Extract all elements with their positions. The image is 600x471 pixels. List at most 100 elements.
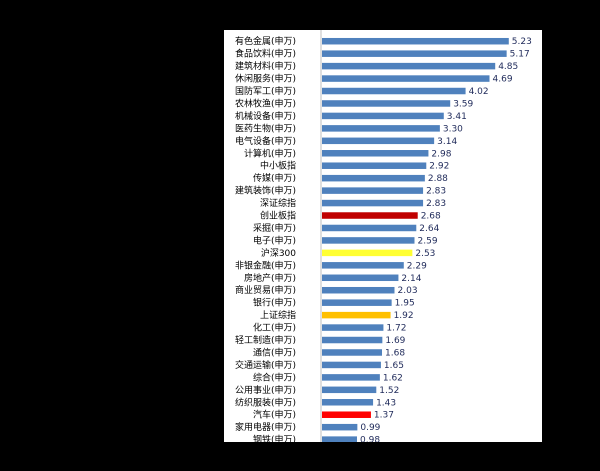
bar (322, 75, 490, 82)
bar (322, 125, 440, 132)
value-label: 1.72 (386, 324, 406, 334)
value-label: 2.88 (428, 174, 448, 184)
bar (322, 112, 444, 120)
category-label: 沪深300 (261, 247, 296, 259)
category-label: 建筑装饰(申万) (235, 185, 296, 197)
value-label: 2.53 (415, 249, 435, 259)
category-label: 机械设备(申万) (235, 110, 296, 122)
category-label: 轻工制造(申万) (235, 334, 296, 346)
category-label: 有色金属(申万) (235, 35, 296, 47)
category-label: 农林牧渔(申万) (235, 97, 296, 109)
bar (322, 87, 466, 95)
category-label: 创业板指 (260, 210, 296, 222)
category-label: 公用事业(申万) (235, 384, 296, 396)
category-label: 银行(申万) (253, 297, 296, 309)
value-label: 4.69 (493, 75, 513, 85)
category-label: 通信(申万) (253, 346, 296, 358)
category-label: 汽车(申万) (253, 409, 296, 421)
bar (322, 50, 507, 57)
category-label: 化工(申万) (253, 322, 296, 334)
value-label: 3.14 (437, 137, 457, 147)
bar (322, 62, 496, 70)
value-label: 1.62 (383, 373, 403, 383)
bar (322, 374, 380, 381)
category-label: 非银金融(申万) (235, 259, 296, 271)
category-label: 传媒(申万) (253, 172, 296, 184)
bar (322, 286, 395, 294)
value-label: 1.69 (385, 336, 405, 346)
category-label: 电子(申万) (253, 234, 296, 246)
category-label: 休闲服务(申万) (235, 73, 296, 85)
bar (322, 150, 429, 157)
value-label: 2.03 (398, 286, 418, 296)
bar (322, 399, 374, 406)
category-label: 钢铁(申万) (253, 434, 296, 442)
bar (322, 361, 381, 369)
value-label: 4.85 (498, 62, 518, 72)
bar (322, 162, 427, 169)
category-label: 采掘(申万) (253, 222, 296, 234)
category-label: 家用电器(申万) (235, 421, 296, 433)
value-label: 1.65 (384, 361, 404, 371)
category-label: 国防军工(申万) (235, 85, 296, 97)
value-label: 2.29 (407, 261, 427, 271)
bar (322, 423, 358, 431)
value-label: 0.98 (360, 436, 380, 442)
category-label: 深证综指 (260, 197, 296, 209)
category-label: 综合(申万) (253, 371, 296, 383)
category-label: 建筑材料(申万) (235, 60, 296, 72)
value-label: 1.68 (385, 348, 405, 358)
value-label: 5.23 (512, 37, 532, 47)
value-label: 0.99 (360, 423, 380, 433)
value-label: 2.14 (401, 274, 421, 284)
bar (322, 349, 382, 356)
bar (322, 212, 418, 219)
value-label: 1.37 (374, 411, 394, 421)
value-label: 2.68 (421, 212, 441, 222)
labels-layer: 有色金属(申万) 5.23 食品饮料(申万) 5.17 建筑材料(申万) 4.85 休闲服务… (235, 35, 532, 442)
bar (322, 336, 383, 344)
value-label: 1.52 (379, 386, 399, 396)
category-label: 电气设备(申万) (235, 135, 296, 147)
bar (322, 249, 413, 257)
category-label: 商业贸易(申万) (235, 284, 296, 296)
category-label: 房地产(申万) (244, 272, 296, 284)
bar (322, 199, 424, 207)
value-label: 4.02 (469, 87, 489, 97)
bar (322, 37, 509, 45)
bar (322, 100, 451, 107)
bar (322, 137, 435, 145)
value-label: 3.41 (447, 112, 467, 122)
bar (322, 237, 415, 244)
category-label: 计算机(申万) (244, 147, 296, 159)
value-label: 2.64 (419, 224, 439, 234)
value-label: 3.59 (453, 99, 473, 109)
bar (322, 411, 371, 418)
category-label: 中小板指 (260, 160, 296, 172)
category-label: 食品饮料(申万) (235, 48, 296, 60)
value-label: 1.95 (395, 299, 415, 309)
bars-layer (322, 37, 509, 442)
value-label: 5.17 (510, 50, 530, 60)
category-label: 交通运输(申万) (235, 359, 296, 371)
bar (322, 311, 391, 319)
value-label: 2.83 (426, 187, 446, 197)
bar (322, 436, 357, 442)
category-label: 上证综指 (260, 309, 296, 321)
bar (322, 224, 417, 232)
chart-panel: 有色金属(申万) 5.23 食品饮料(申万) 5.17 建筑材料(申万) 4.85 休闲服务… (224, 30, 542, 442)
value-label: 2.98 (431, 149, 451, 159)
bar (322, 187, 424, 194)
value-label: 1.92 (394, 311, 414, 321)
category-label: 医药生物(申万) (235, 122, 296, 134)
bar-chart: 有色金属(申万) 5.23 食品饮料(申万) 5.17 建筑材料(申万) 4.85 休闲服务… (235, 30, 532, 442)
value-label: 1.43 (376, 398, 396, 408)
bar (322, 386, 377, 394)
bar (322, 324, 384, 331)
value-label: 2.92 (429, 162, 449, 172)
category-label: 纺织服装(申万) (235, 396, 296, 408)
bar (322, 299, 392, 306)
bar (322, 174, 425, 182)
bar (322, 274, 399, 282)
value-label: 2.83 (426, 199, 446, 209)
